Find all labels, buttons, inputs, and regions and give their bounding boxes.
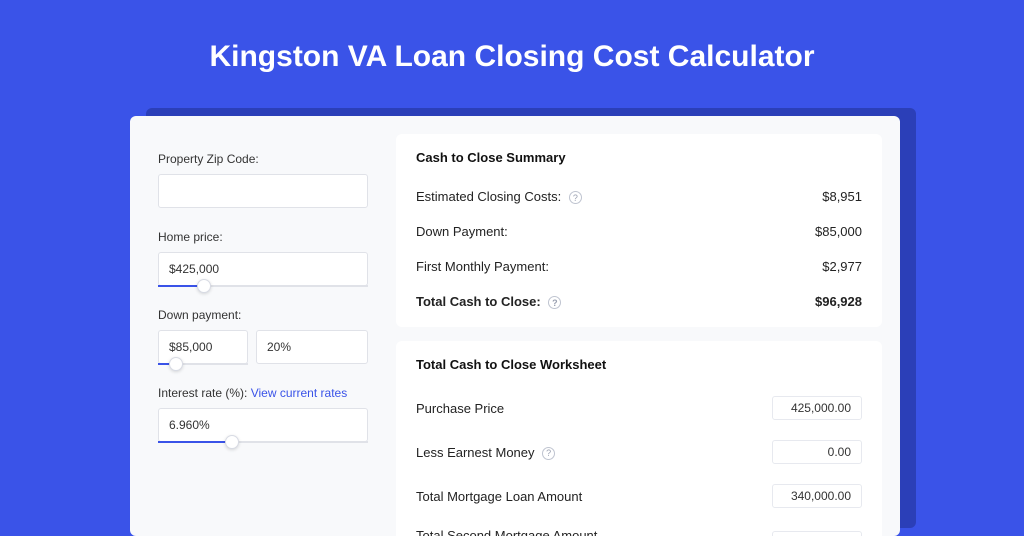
zip-label: Property Zip Code: [158,152,368,166]
down-payment-slider-wrap [158,330,248,364]
summary-value: $85,000 [815,224,862,239]
summary-value: $2,977 [822,259,862,274]
worksheet-box: Total Cash to Close Worksheet Purchase P… [396,341,882,536]
interest-rate-field-group: Interest rate (%): View current rates [158,386,368,442]
home-price-label: Home price: [158,230,368,244]
down-payment-field-group: Down payment: [158,308,368,364]
summary-row-closing-costs: Estimated Closing Costs: ? $8,951 [416,179,862,214]
interest-rate-slider-thumb[interactable] [225,435,239,449]
home-price-field-group: Home price: [158,230,368,286]
zip-input[interactable] [158,174,368,208]
summary-row-down-payment: Down Payment: $85,000 [416,214,862,249]
help-icon[interactable]: ? [542,447,555,460]
worksheet-row-earnest-money: Less Earnest Money ? 0.00 [416,430,862,474]
worksheet-value[interactable]: 340,000.00 [772,484,862,508]
summary-label: Down Payment: [416,224,508,239]
page-title: Kingston VA Loan Closing Cost Calculator [0,0,1024,102]
worksheet-title: Total Cash to Close Worksheet [416,357,862,372]
summary-label-text: Total Cash to Close: [416,294,541,309]
worksheet-value[interactable]: 0.00 [772,440,862,464]
interest-rate-slider-wrap [158,408,368,442]
worksheet-label-text: Less Earnest Money [416,445,535,460]
help-icon[interactable]: ? [569,191,582,204]
worksheet-row-purchase-price: Purchase Price 425,000.00 [416,386,862,430]
summary-label: Total Cash to Close: ? [416,294,561,309]
worksheet-label: Less Earnest Money ? [416,445,555,460]
summary-value: $8,951 [822,189,862,204]
summary-label-text: Estimated Closing Costs: [416,189,561,204]
interest-rate-label: Interest rate (%): View current rates [158,386,368,400]
summary-label: Estimated Closing Costs: ? [416,189,582,204]
zip-field-group: Property Zip Code: [158,152,368,208]
summary-title: Cash to Close Summary [416,150,862,165]
worksheet-value[interactable]: 425,000.00 [772,396,862,420]
results-panel: Cash to Close Summary Estimated Closing … [390,116,900,536]
summary-row-total: Total Cash to Close: ? $96,928 [416,284,862,319]
down-payment-slider-thumb[interactable] [169,357,183,371]
worksheet-label: Total Second Mortgage Amount [416,528,597,536]
interest-rate-input[interactable] [158,408,368,442]
home-price-input[interactable] [158,252,368,286]
down-payment-label: Down payment: [158,308,368,322]
interest-rate-slider-fill [158,441,232,443]
down-payment-row [158,330,368,364]
home-price-slider-wrap [158,252,368,286]
calculator-card: Property Zip Code: Home price: Down paym… [130,116,900,536]
summary-box: Cash to Close Summary Estimated Closing … [396,134,882,327]
worksheet-row-second-mortgage: Total Second Mortgage Amount [416,518,862,536]
worksheet-label: Total Mortgage Loan Amount [416,489,582,504]
worksheet-value[interactable] [772,531,862,536]
summary-label: First Monthly Payment: [416,259,549,274]
summary-value: $96,928 [815,294,862,309]
help-icon[interactable]: ? [548,296,561,309]
summary-row-first-payment: First Monthly Payment: $2,977 [416,249,862,284]
home-price-slider-thumb[interactable] [197,279,211,293]
worksheet-label: Purchase Price [416,401,504,416]
interest-rate-label-text: Interest rate (%): [158,386,247,400]
view-rates-link[interactable]: View current rates [251,386,348,400]
down-payment-pct-input[interactable] [256,330,368,364]
inputs-panel: Property Zip Code: Home price: Down paym… [130,116,390,536]
